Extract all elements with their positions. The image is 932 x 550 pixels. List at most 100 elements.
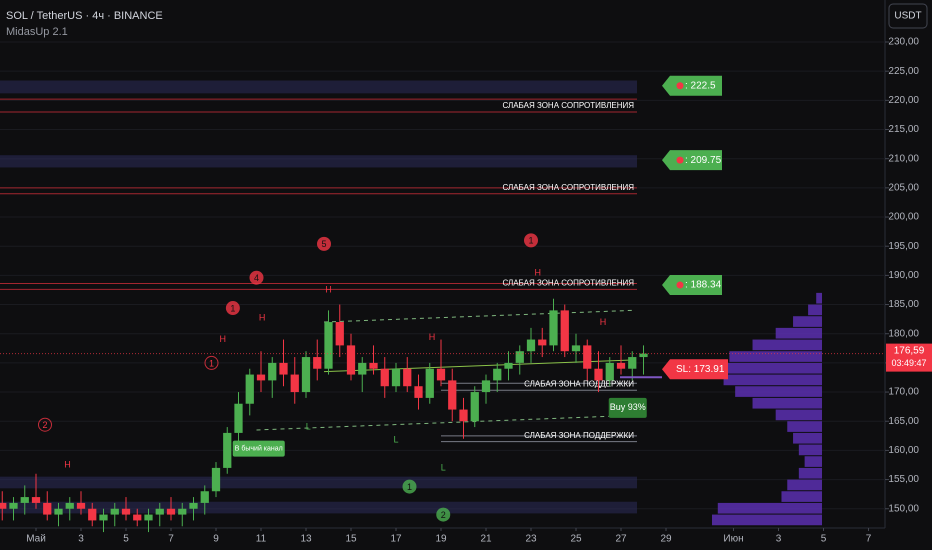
zone-label: СЛАБАЯ ЗОНА ПОДДЕРЖКИ	[524, 431, 634, 440]
candle-body	[223, 432, 232, 468]
volume-profile-bar	[752, 339, 822, 351]
volume-profile-bar	[787, 479, 822, 491]
x-tick-label: 19	[435, 534, 447, 545]
x-tick-label: Июн	[723, 534, 743, 545]
candle-body	[358, 362, 367, 375]
wave-marker	[524, 233, 539, 248]
y-tick-label: 210,00	[888, 153, 919, 164]
channel-label: В бычий канал	[235, 444, 283, 452]
volume-profile-bar	[729, 351, 822, 362]
candle-body	[31, 497, 41, 503]
candle-body	[234, 403, 243, 433]
candle-body	[20, 497, 29, 503]
y-tick-label: 200,00	[888, 212, 919, 223]
pivot-label: H	[220, 334, 227, 344]
target-flag	[662, 75, 722, 96]
indicator-name: MidasUp 2.1	[6, 26, 68, 38]
wave-marker	[225, 301, 240, 316]
candle-body	[481, 380, 491, 393]
band	[0, 501, 637, 514]
volume-profile-bar	[781, 491, 822, 502]
band	[0, 80, 637, 94]
wave-label: 4	[254, 273, 259, 283]
candle-body	[549, 310, 558, 346]
volume-profile-bar	[723, 374, 822, 386]
y-tick-label: 225,00	[888, 66, 919, 77]
volume-profile-bar	[816, 292, 822, 304]
candle-body	[594, 368, 603, 381]
wave-label: 2	[42, 420, 47, 430]
x-tick-label: 27	[615, 534, 627, 545]
channel-line	[256, 414, 633, 431]
candle-body	[99, 514, 108, 521]
target-flag	[662, 150, 722, 171]
x-tick-label: 25	[570, 534, 582, 545]
y-tick-label: 165,00	[888, 416, 919, 427]
y-tick-label: 190,00	[888, 270, 919, 281]
candle-body	[54, 508, 63, 515]
y-tick-label: 205,00	[888, 183, 919, 194]
volume-profile-bar	[808, 304, 822, 316]
wave-label: 1	[528, 236, 533, 246]
candle-body	[538, 339, 547, 346]
candle-body	[391, 368, 401, 387]
channel-line	[323, 359, 633, 373]
candle-body	[110, 508, 119, 515]
candle-body	[76, 502, 86, 509]
wave-marker	[204, 355, 219, 370]
wave-marker	[249, 270, 264, 285]
currency[interactable]: USDT	[894, 11, 921, 22]
plot: СЛАБАЯ ЗОНА СОПРОТИВЛЕНИЯ СЛАБАЯ ЗОНА СОП…	[0, 41, 885, 533]
y-tick-label: 180,00	[888, 328, 919, 339]
candle-body	[414, 386, 423, 398]
signal-label: Buy 93%	[610, 402, 646, 412]
x-tick-label: Май	[26, 534, 46, 545]
candle-body	[605, 362, 614, 381]
last-price-label: 176,59	[894, 345, 925, 356]
y-tick-label: 150,00	[888, 503, 919, 514]
candle-body	[628, 357, 637, 369]
x-tick-label: 29	[660, 534, 672, 545]
candle-body	[616, 362, 626, 369]
pivot-label: H	[429, 332, 436, 342]
candle-body	[121, 508, 131, 515]
x-tick-label: 15	[345, 534, 357, 545]
candle-body	[515, 351, 524, 363]
zone-label: СЛАБАЯ ЗОНА ПОДДЕРЖКИ	[524, 379, 634, 388]
channel-line	[323, 309, 633, 323]
pivot-label: H	[259, 312, 266, 322]
candle-body	[436, 368, 446, 381]
pivot-label: H	[325, 284, 332, 294]
candle-body	[200, 491, 209, 503]
x-tick-label: 11	[256, 534, 267, 545]
stop-loss-label: SL: 173.91	[676, 364, 725, 375]
candle-body	[459, 409, 468, 422]
target-icon	[676, 281, 684, 289]
y-tick-label: 185,00	[888, 299, 919, 310]
candle-body	[211, 467, 221, 492]
y-tick-label: 160,00	[888, 445, 919, 456]
candle-body	[256, 374, 266, 381]
y-tick-label: 195,00	[888, 241, 919, 252]
x-tick-label: 3	[776, 534, 782, 545]
candle-body	[166, 508, 176, 515]
volume-profile-bar	[793, 432, 822, 444]
target-label: : 188.34	[685, 280, 722, 291]
x-tick-label: 3	[78, 534, 84, 545]
x-tick-label: 13	[300, 534, 312, 545]
candle-body	[571, 345, 581, 352]
currency-button[interactable]	[888, 3, 928, 29]
candle-body	[346, 345, 356, 375]
candle-body	[380, 368, 389, 387]
wave-label: 5	[321, 239, 326, 249]
candle-body	[583, 345, 592, 369]
candle-body	[88, 508, 97, 521]
candle-body	[245, 374, 254, 404]
volume-profile-bar	[804, 456, 822, 467]
candle-body	[470, 392, 479, 422]
y-tick-label: 155,00	[888, 474, 919, 485]
zone-label: СЛАБАЯ ЗОНА СОПРОТИВЛЕНИЯ	[502, 183, 634, 192]
volume-profile-bar	[712, 514, 822, 526]
x-tick-label: 21	[480, 534, 492, 545]
